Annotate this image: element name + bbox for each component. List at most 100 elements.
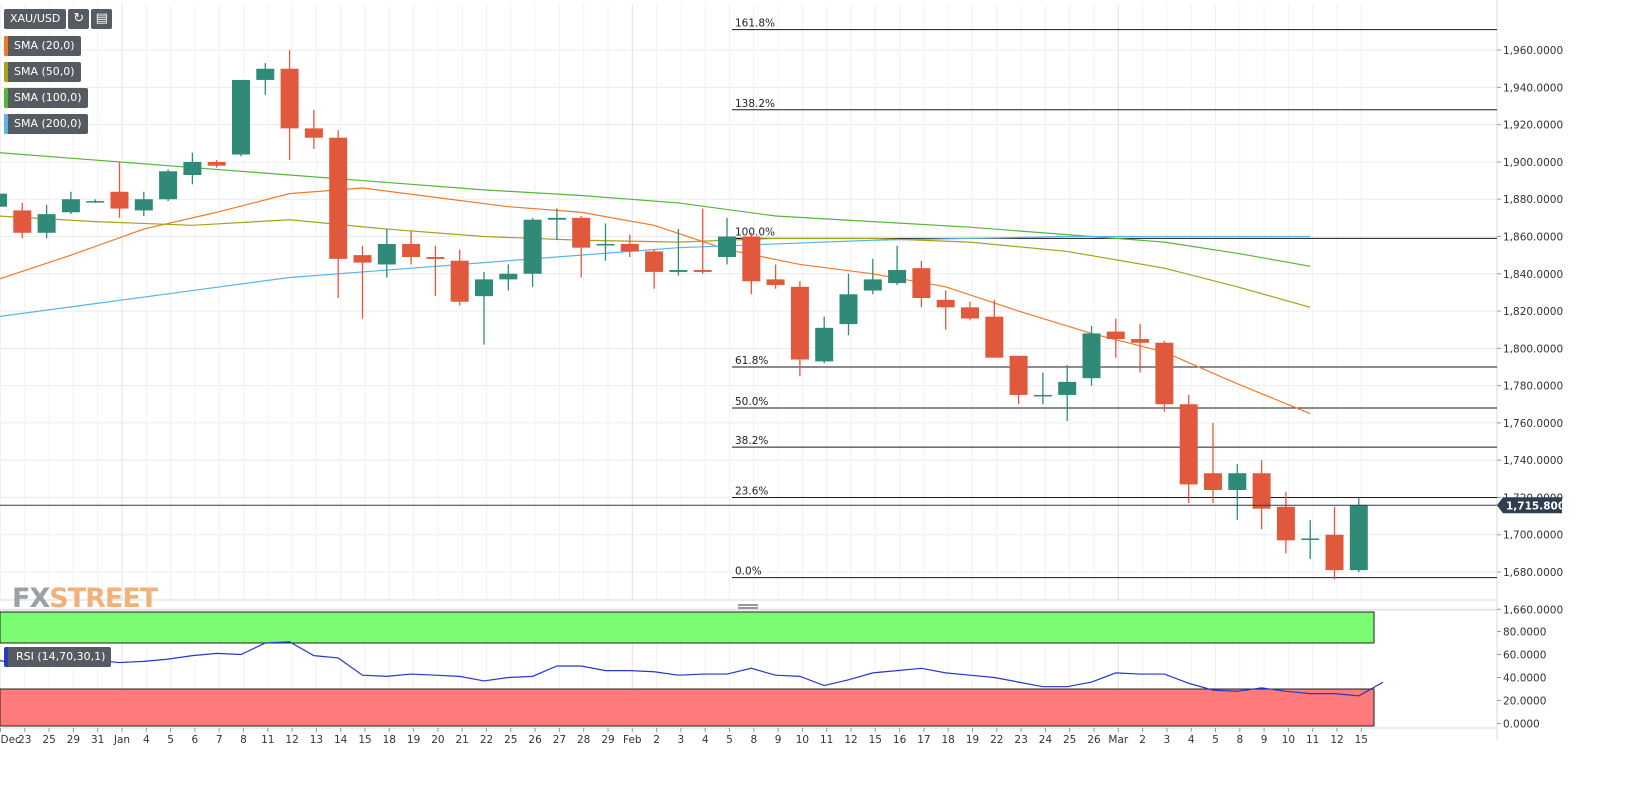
candle-body [912, 268, 931, 299]
candle-body [402, 243, 421, 258]
indicator-rsi[interactable]: RSI (14,70,30,1) [4, 647, 112, 667]
candle [1058, 365, 1077, 422]
rsi-tick-label: 20.0000 [1503, 696, 1546, 708]
candle [499, 264, 518, 291]
candle [86, 199, 105, 203]
price-tick-label: 1,860.0000 [1503, 232, 1563, 244]
candles [0, 50, 1368, 580]
price-grid [0, 0, 1498, 740]
candle-body [888, 270, 907, 284]
rsi-tick-label: 0.0000 [1503, 719, 1540, 731]
candle-body [159, 171, 178, 200]
symbol-label[interactable]: XAU/USD [4, 8, 67, 29]
time-tick-label: 11 [261, 734, 274, 746]
candle [547, 208, 566, 241]
candle [1204, 422, 1222, 504]
refresh-icon[interactable]: ↻ [68, 8, 90, 29]
candle [256, 63, 275, 95]
price-tick-label: 1,960.0000 [1503, 45, 1563, 57]
candle-body [1082, 333, 1101, 379]
price-tick-label: 1,700.0000 [1503, 530, 1563, 542]
candle-body [645, 251, 664, 272]
candle [1349, 497, 1368, 573]
time-tick-label: 22 [990, 734, 1003, 746]
time-tick-label: 25 [42, 734, 55, 746]
candle-body [377, 243, 396, 265]
rsi-panel [0, 611, 1384, 727]
candle [207, 160, 226, 168]
candle-body [839, 294, 858, 325]
calendar-icon[interactable]: ▤ [91, 8, 113, 29]
candle [742, 232, 761, 295]
time-tick-label: 9 [1261, 734, 1268, 746]
candle-body [110, 191, 129, 209]
candle-body [620, 243, 639, 252]
candle-body [499, 273, 518, 280]
candle [936, 290, 955, 330]
candle-body [256, 68, 275, 80]
candle [450, 249, 469, 306]
candle-body [766, 279, 785, 285]
indicator-label: SMA (20,0) [14, 39, 75, 52]
indicator-sma-50[interactable]: SMA (50,0) [4, 62, 81, 82]
candle-body [1252, 473, 1271, 509]
time-tick-label: 24 [1039, 734, 1053, 746]
fib-level-label: 38.2% [735, 435, 768, 447]
indicator-label: SMA (100,0) [14, 91, 82, 104]
rsi-line [0, 641, 1384, 697]
time-tick-label: 19 [966, 734, 979, 746]
candle-body [1204, 473, 1222, 491]
candle [1082, 325, 1101, 386]
current-price-badge [1497, 497, 1562, 514]
logo-fx: FX [12, 583, 50, 614]
candle-body [961, 307, 979, 319]
price-tick-label: 1,880.0000 [1503, 194, 1563, 206]
candle [1033, 372, 1052, 405]
candle [183, 152, 202, 185]
time-tick-label: 5 [1212, 734, 1219, 746]
candle [790, 281, 809, 377]
time-tick-label: 15 [1355, 734, 1368, 746]
candle-body [718, 236, 736, 258]
candle [1106, 318, 1125, 358]
candle-body [207, 161, 226, 166]
rsi-tick-label: 60.0000 [1503, 650, 1546, 662]
candle [304, 109, 323, 149]
sma-20-swatch [4, 36, 8, 56]
indicator-sma-20[interactable]: SMA (20,0) [4, 36, 81, 56]
candle [61, 191, 80, 215]
candle [110, 161, 129, 218]
candle-body [37, 214, 56, 233]
candle-body [1349, 504, 1368, 571]
time-tick-label: 3 [678, 734, 685, 746]
candle-body [1179, 404, 1198, 485]
time-tick-label: 10 [796, 734, 809, 746]
sma-50-swatch [4, 62, 8, 82]
candle-body [13, 210, 32, 233]
time-tick-label: 4 [143, 734, 150, 746]
candle-body [1106, 331, 1125, 340]
indicator-sma-200[interactable]: SMA (200,0) [4, 114, 88, 134]
time-tick-label: 8 [240, 734, 247, 746]
candle [1179, 394, 1198, 504]
candle [839, 273, 858, 336]
rsi-overbought-zone [0, 611, 1375, 644]
time-tick-label: 12 [1330, 734, 1343, 746]
candle [329, 130, 348, 299]
rsi-oversold-zone [0, 688, 1375, 727]
candle-body [1058, 381, 1077, 395]
time-tick-label: 10 [1282, 734, 1295, 746]
candle [572, 216, 591, 278]
candle-body [304, 128, 323, 138]
candle [815, 316, 834, 364]
time-tick-label: 23 [18, 734, 31, 746]
candle [280, 50, 299, 161]
time-tick-label: 5 [167, 734, 174, 746]
price-tick-label: 1,740.0000 [1503, 455, 1563, 467]
candle [766, 264, 785, 289]
indicator-sma-100[interactable]: SMA (100,0) [4, 88, 88, 108]
candle [1325, 506, 1344, 580]
candle [669, 229, 688, 276]
fib-level-label: 161.8% [735, 18, 775, 30]
candle-body [572, 217, 591, 248]
